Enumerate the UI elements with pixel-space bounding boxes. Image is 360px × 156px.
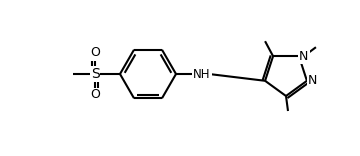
Text: O: O	[90, 46, 100, 59]
Text: N: N	[308, 74, 318, 87]
Text: N: N	[299, 50, 309, 63]
Text: NH: NH	[193, 68, 211, 80]
Text: O: O	[90, 88, 100, 102]
Text: S: S	[91, 67, 99, 81]
